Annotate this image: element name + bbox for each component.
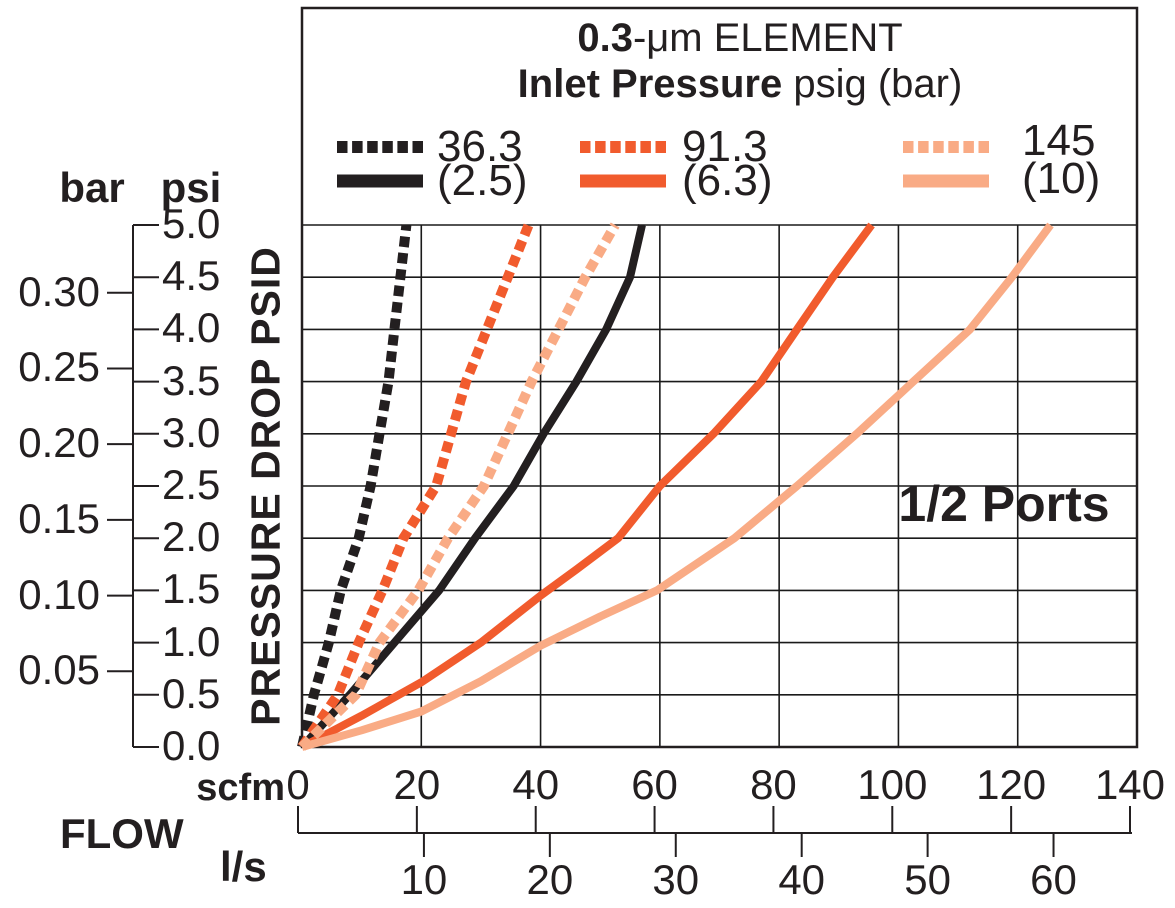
bar-tick-label: 0.05 [18, 646, 100, 694]
scfm-tick-label: 20 [393, 761, 441, 808]
legend-label-6.3bar: (6.3) [682, 156, 773, 205]
psi-tick-label: 0.5 [162, 669, 221, 717]
legend-label-145: 145 [1022, 116, 1096, 165]
psi-tick-label: 0.0 [162, 722, 221, 769]
ls-tick-label: 30 [652, 856, 700, 903]
scfm-unit-label: scfm [196, 767, 285, 809]
ls-unit-label: l/s [220, 843, 267, 890]
ls-tick-label: 60 [1030, 856, 1077, 903]
bar-tick-label: 0.10 [18, 570, 100, 618]
scfm-tick-label: 40 [512, 761, 560, 808]
flow-axis-label: FLOW [60, 810, 184, 857]
scfm-tick-label: 140 [1094, 761, 1166, 808]
scfm-tick-label: 60 [631, 761, 678, 808]
ports-annotation: 1/2 Ports [898, 476, 1110, 532]
psi-tick-label: 1.5 [162, 565, 221, 613]
psi-tick-label: 2.0 [162, 513, 221, 561]
y-axis-label: PRESSURE DROP PSID [242, 246, 289, 726]
bar-tick-label: 0.30 [18, 267, 100, 315]
ls-tick-label: 40 [778, 856, 826, 903]
psi-tick-label: 5.0 [162, 200, 221, 247]
chart-title: 0.3-μm ELEMENT [320, 16, 1160, 60]
bar-axis-header: bar [59, 164, 125, 211]
chart-subtitle: Inlet Pressure psig (bar) [320, 62, 1160, 106]
scfm-tick-label: 0 [286, 761, 310, 808]
chart-subtitle-rest: psig (bar) [782, 62, 963, 106]
ls-tick-label: 10 [400, 856, 448, 903]
chart-subtitle-bold: Inlet Pressure [517, 62, 783, 106]
legend-label-91.3: 91.3 [682, 122, 768, 171]
psi-tick-label: 1.0 [162, 617, 221, 665]
scfm-tick-label: 120 [976, 761, 1047, 808]
psi-tick-label: 3.5 [162, 356, 221, 404]
bar-tick-label: 0.25 [18, 343, 100, 391]
ls-tick-label: 50 [904, 856, 951, 903]
psi-tick-label: 4.0 [162, 304, 221, 352]
psi-tick-label: 3.0 [162, 408, 221, 456]
legend-label-36.3: 36.3 [437, 122, 523, 171]
chart-title-rest: -μm ELEMENT [632, 16, 903, 60]
curve-145 [298, 222, 620, 751]
psi-tick-label: 2.5 [162, 461, 221, 508]
psi-axis-header: psi [160, 164, 222, 211]
chart-title-bold: 0.3 [577, 16, 633, 60]
curve-2.5 [299, 224, 646, 750]
plot-border [300, 6, 1139, 749]
curve-6.3 [300, 222, 875, 751]
ls-tick-label: 20 [526, 856, 574, 903]
bar-tick-label: 0.15 [18, 494, 100, 542]
bar-tick-label: 0.20 [18, 419, 100, 467]
legend-label-10bar: (10) [1022, 154, 1101, 203]
curve-36.3 [297, 224, 412, 749]
legend-label-2.5bar: (2.5) [437, 156, 528, 205]
scfm-tick-label: 80 [750, 761, 797, 808]
psi-tick-label: 4.5 [162, 252, 221, 300]
curve-91.3 [297, 223, 534, 750]
scfm-tick-label: 100 [857, 761, 928, 808]
curve-10 [300, 222, 1054, 751]
